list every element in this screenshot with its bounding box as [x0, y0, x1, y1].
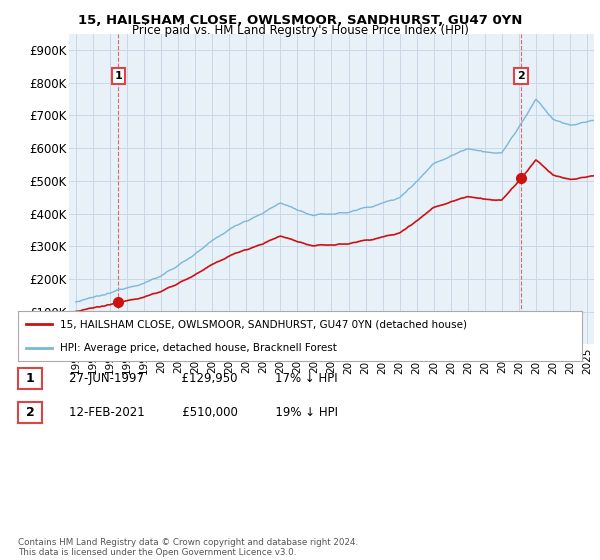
Text: Contains HM Land Registry data © Crown copyright and database right 2024.
This d: Contains HM Land Registry data © Crown c… [18, 538, 358, 557]
Text: 2: 2 [517, 71, 525, 81]
Text: 12-FEB-2021          £510,000          19% ↓ HPI: 12-FEB-2021 £510,000 19% ↓ HPI [69, 405, 338, 419]
Text: 2: 2 [26, 405, 34, 419]
Text: 1: 1 [26, 372, 34, 385]
Text: Price paid vs. HM Land Registry's House Price Index (HPI): Price paid vs. HM Land Registry's House … [131, 24, 469, 37]
Text: 1: 1 [115, 71, 122, 81]
Text: HPI: Average price, detached house, Bracknell Forest: HPI: Average price, detached house, Brac… [60, 343, 337, 353]
Text: 15, HAILSHAM CLOSE, OWLSMOOR, SANDHURST, GU47 0YN: 15, HAILSHAM CLOSE, OWLSMOOR, SANDHURST,… [78, 14, 522, 27]
Text: 15, HAILSHAM CLOSE, OWLSMOOR, SANDHURST, GU47 0YN (detached house): 15, HAILSHAM CLOSE, OWLSMOOR, SANDHURST,… [60, 319, 467, 329]
Text: 27-JUN-1997          £129,950          17% ↓ HPI: 27-JUN-1997 £129,950 17% ↓ HPI [69, 372, 338, 385]
